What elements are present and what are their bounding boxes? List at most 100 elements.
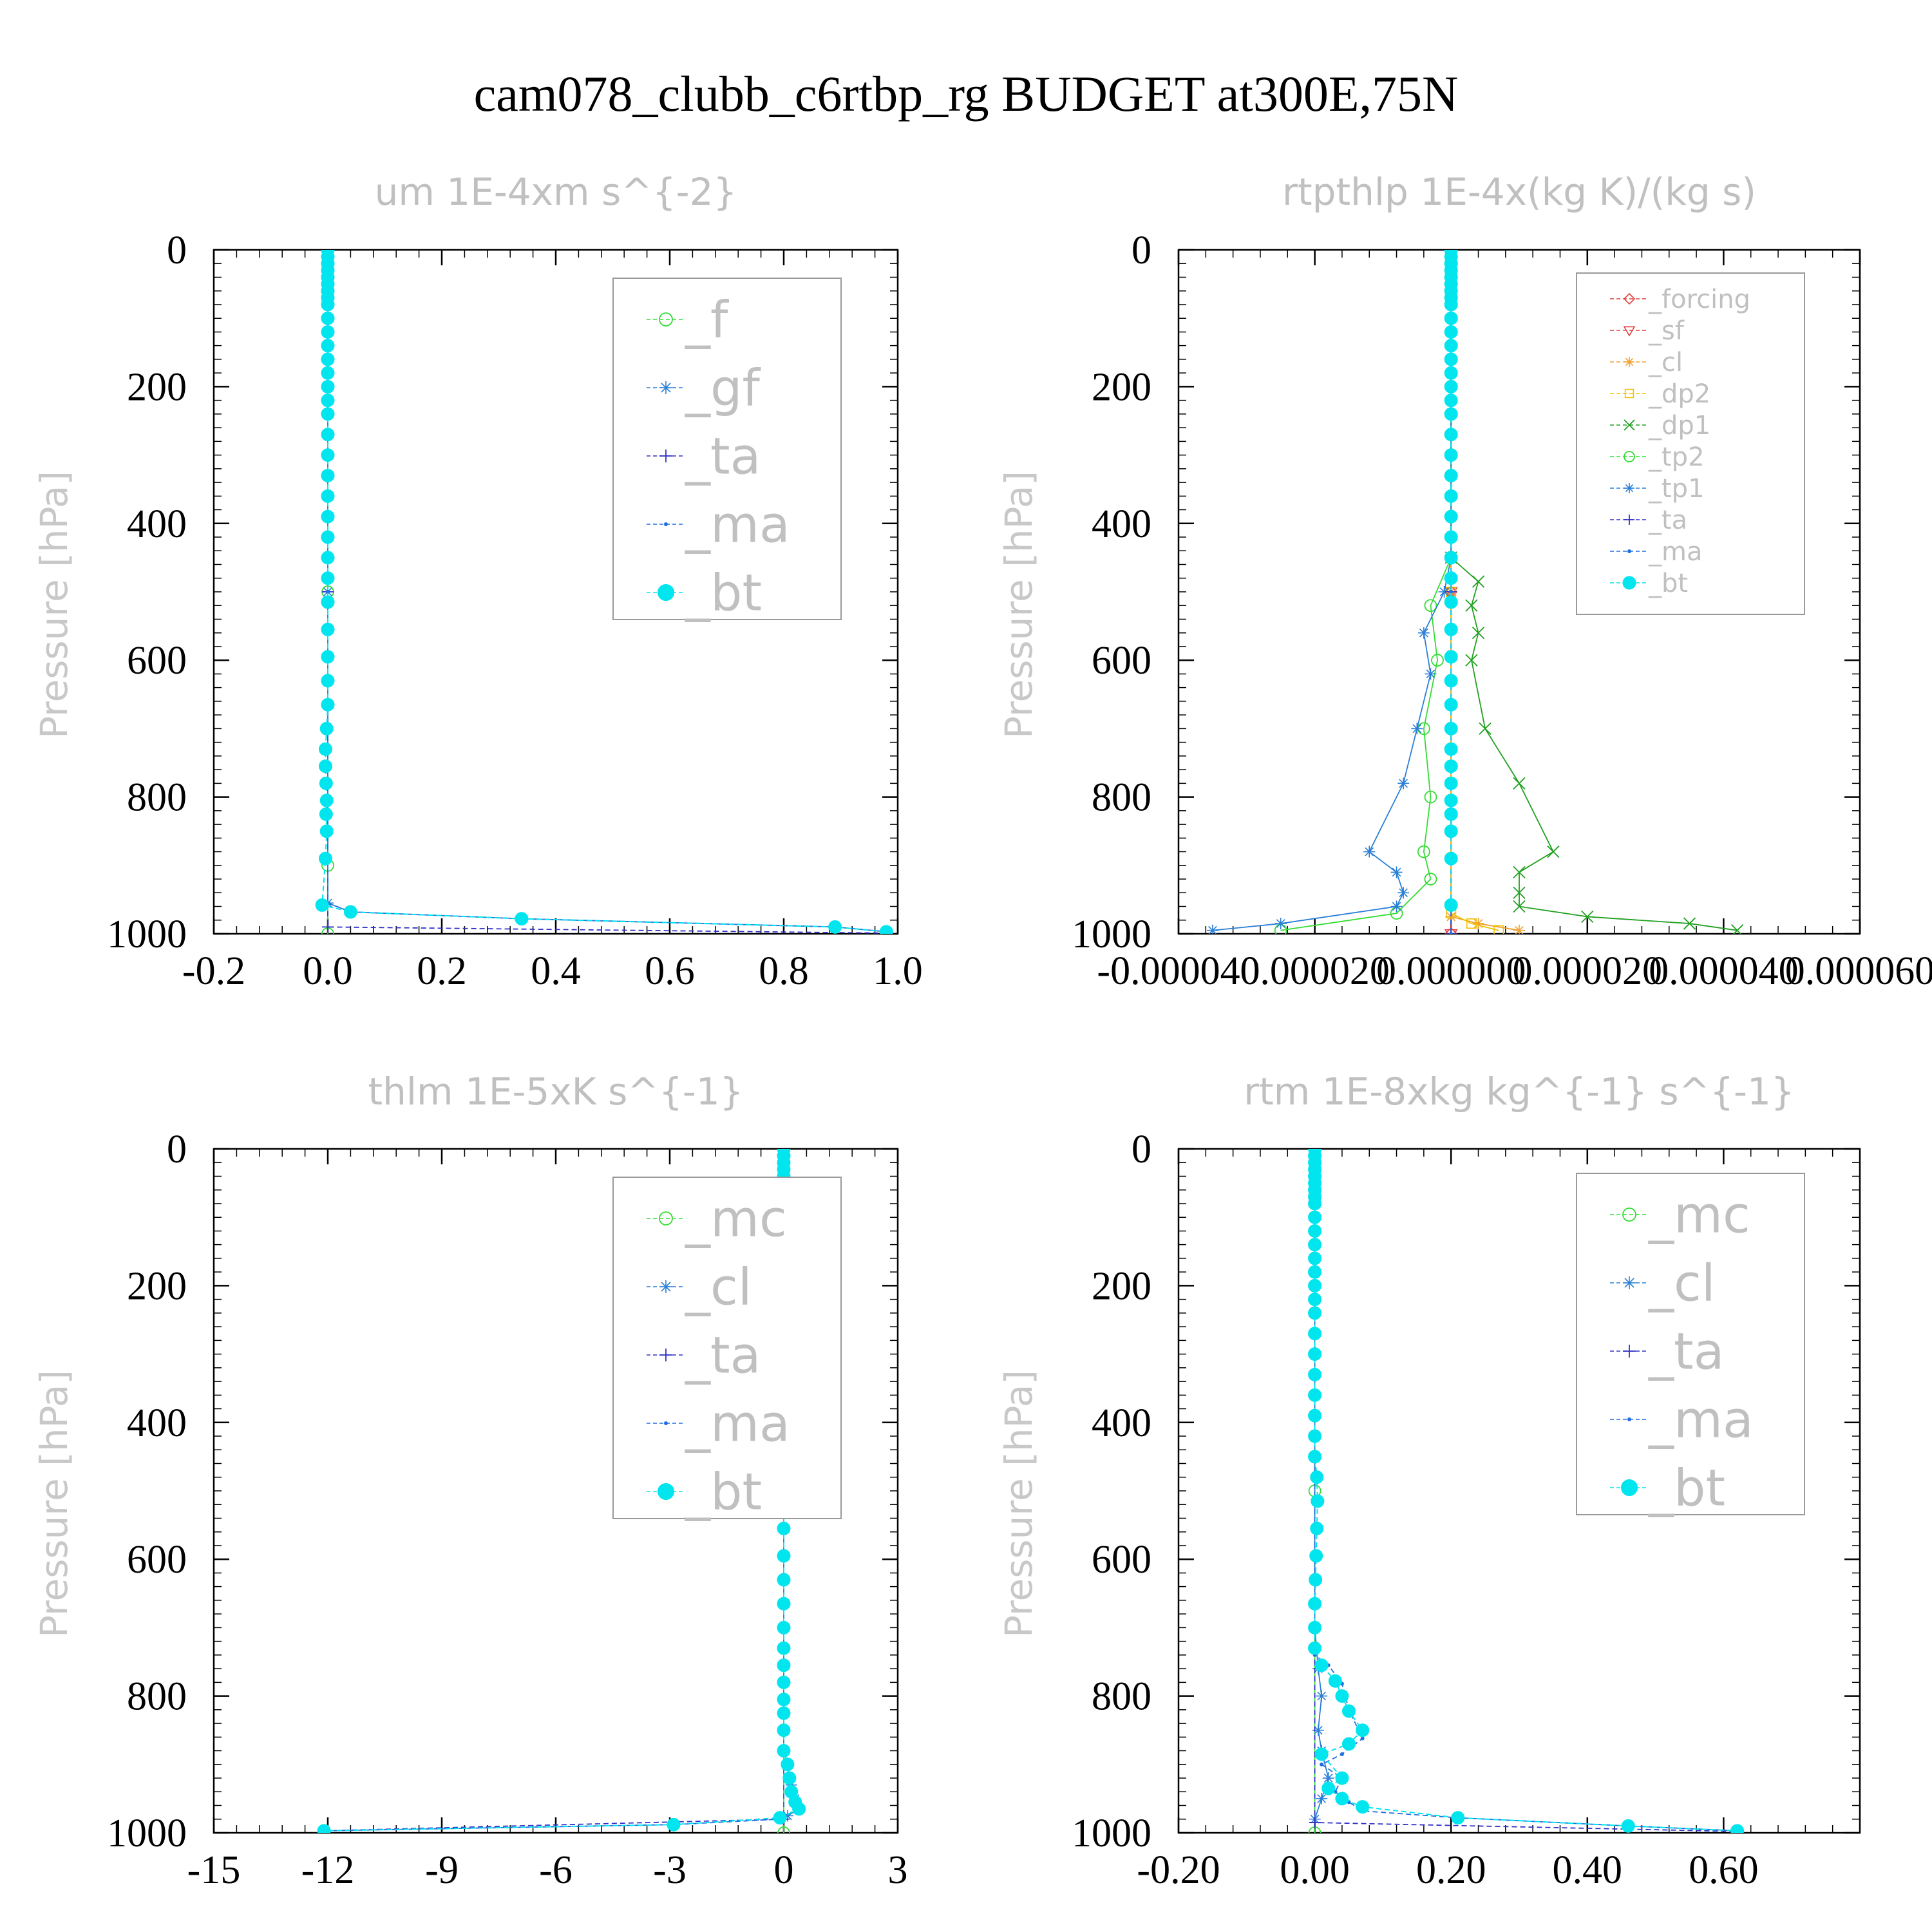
data-point-bt [1342, 1737, 1356, 1751]
data-point-bt [1444, 650, 1458, 664]
data-point-ma [1320, 1762, 1324, 1766]
y-tick-label: 200 [1092, 1264, 1151, 1308]
y-tick-label: 0 [167, 229, 187, 272]
data-point-bt [321, 530, 335, 544]
data-point-dp1 [1547, 845, 1560, 858]
data-point-bt [828, 920, 842, 934]
data-point-bt [1444, 468, 1458, 482]
legend-label-ma: _ma [685, 1395, 790, 1453]
data-point-bt [1356, 1723, 1370, 1738]
legend: _f _gf _ta _ma _bt [612, 278, 842, 622]
data-point-tp1 [1390, 900, 1403, 913]
legend-marker-ma [1627, 549, 1631, 553]
data-point-dp1 [1479, 722, 1492, 735]
data-point-dp1 [1581, 910, 1594, 923]
y-tick-label: 400 [1092, 1401, 1151, 1445]
data-point-dp1 [1465, 654, 1478, 667]
data-point-bt [1308, 1641, 1322, 1655]
y-tick-label: 1000 [107, 913, 187, 956]
legend-marker-tp2 [1624, 451, 1635, 462]
y-tick-label: 600 [1092, 639, 1151, 683]
data-point-bt [1335, 1771, 1349, 1785]
data-point-bt [1444, 721, 1458, 735]
data-point-bt [1444, 674, 1458, 688]
data-point-bt [1308, 1278, 1322, 1293]
data-point-bt [319, 807, 333, 821]
data-point-bt [1444, 595, 1458, 609]
data-point-tp2 [1424, 599, 1437, 612]
legend-marker-ma [664, 522, 668, 526]
y-tick-label: 800 [1092, 1675, 1151, 1719]
data-point-bt [315, 898, 329, 912]
data-point-bt [321, 379, 335, 393]
data-point-bt [321, 352, 335, 366]
data-point-bt [1308, 1224, 1322, 1238]
x-tick-label: -9 [425, 1848, 459, 1892]
data-point-bt [777, 1596, 791, 1611]
data-point-bt [1444, 339, 1458, 353]
data-point-bt [1444, 428, 1458, 442]
data-point-bt [1451, 1811, 1465, 1825]
series-line-tp2 [1280, 250, 1452, 931]
data-point-bt [1444, 448, 1458, 462]
data-point-bt [777, 1692, 791, 1707]
y-tick-label: 0 [1132, 1128, 1151, 1171]
data-point-bt [1308, 1450, 1322, 1464]
data-point-bt [319, 793, 334, 808]
legend-label-cl: _cl [1648, 1255, 1716, 1312]
data-point-bt [1308, 1265, 1322, 1279]
y-tick-label: 1000 [107, 1812, 187, 1855]
y-tick-label: 600 [127, 639, 187, 683]
legend-marker-cl [659, 1280, 672, 1293]
data-point-bt [782, 1771, 797, 1785]
data-point-bt [1444, 366, 1458, 380]
data-point-bt [1444, 551, 1458, 565]
data-point-bt [321, 339, 335, 353]
x-tick-label: 0.00 [1280, 1848, 1350, 1892]
data-point-bt [321, 674, 335, 688]
x-tick-label: -0.2 [182, 949, 245, 993]
data-point-bt [319, 776, 333, 790]
data-point-bt [1444, 824, 1458, 838]
legend-box [612, 278, 842, 620]
chart-title: um 1E-4xm s^{-2} [375, 170, 737, 214]
y-tick-label: 1000 [1072, 1812, 1151, 1855]
legend-marker-cl [1624, 357, 1634, 367]
x-tick-label: 0.60 [1689, 1848, 1759, 1892]
data-point-bt [1444, 898, 1458, 912]
y-tick-label: 400 [127, 1401, 187, 1445]
chart-panel-4: rtm 1E-8xkg kg^{-1} s^{-1} Pressure [hPa]… [997, 1070, 1861, 1892]
legend-marker-dp2 [1624, 388, 1634, 399]
data-point-bt [667, 1817, 681, 1832]
legend-marker-dp1 [1624, 419, 1635, 431]
y-tick-label: 200 [127, 365, 187, 409]
data-point-cl [1312, 1724, 1324, 1736]
data-point-bt [1309, 1549, 1323, 1563]
legend: _forcing_sf_cl_dp2_dp1_tp2_tp1_ta_ma_bt [1576, 272, 1805, 615]
legend-label-f: _f [685, 291, 729, 349]
data-point-dp1 [1683, 917, 1696, 930]
legend-label-dp2: _dp2 [1648, 379, 1710, 409]
data-point-bt [1356, 1800, 1370, 1814]
chart-panel-3: thlm 1E-5xK s^{-1} Pressure [hPa] 0 200 400 6… [32, 1070, 908, 1892]
data-point-bt [321, 551, 335, 565]
data-point-bt [1309, 1573, 1323, 1587]
x-tick-label: -12 [301, 1848, 355, 1892]
data-point-ma [1340, 1752, 1344, 1756]
data-point-bt [321, 595, 335, 609]
legend: _mc _cl _ta _ma _bt [612, 1177, 842, 1521]
legend-marker-forcing [1623, 292, 1636, 305]
data-point-bt [1730, 1824, 1745, 1833]
legend-label-ta: _ta [1648, 1323, 1724, 1381]
data-point-tp1 [1274, 918, 1287, 930]
x-tick-label: 1.0 [873, 949, 923, 993]
legend-label-bt: _bt [1648, 569, 1688, 598]
legend-label-mc: _mc [1648, 1186, 1750, 1244]
y-tick-label: 800 [127, 776, 187, 820]
legend-label-ta: _ta [1648, 506, 1687, 535]
data-point-bt [515, 912, 529, 926]
legend-marker-sf [1623, 326, 1636, 337]
data-point-bt [1308, 1210, 1322, 1224]
data-point-bt [321, 325, 335, 339]
data-point-dp1 [1730, 924, 1744, 934]
